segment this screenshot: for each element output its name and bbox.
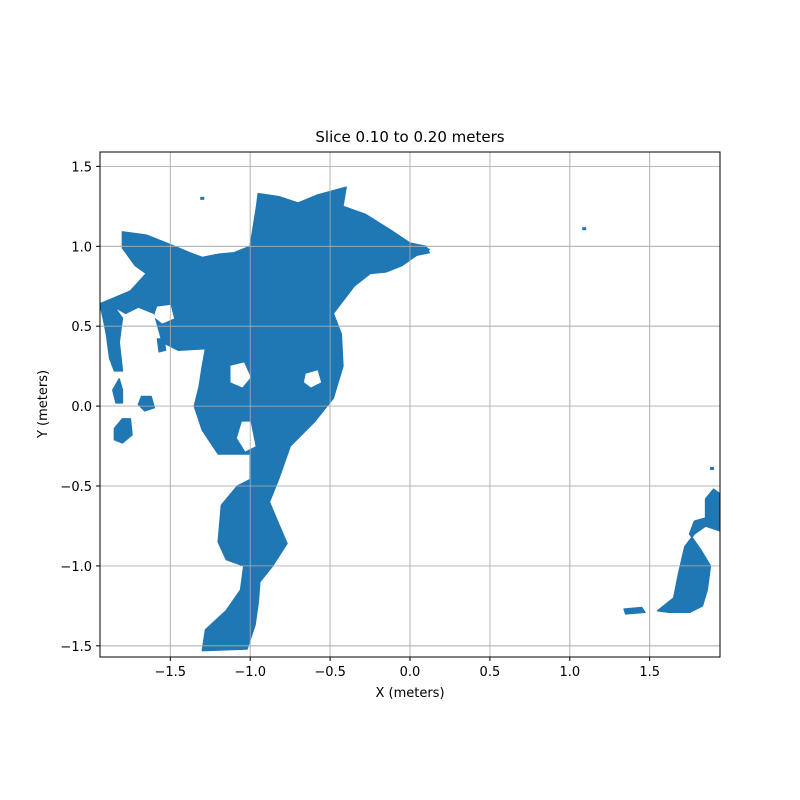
x-tick-label-4: 0.5 — [480, 665, 501, 680]
point-cloud-main-region — [100, 186, 430, 652]
x-tick-label-5: 1.0 — [559, 665, 580, 680]
isolated-point-3 — [710, 466, 715, 470]
y-tick-label-1: −1.0 — [60, 560, 92, 575]
x-axis-label: X (meters) — [375, 686, 444, 701]
y-tick-label-5: 1.0 — [71, 240, 92, 255]
point-cloud-small-blob-a — [137, 395, 156, 412]
y-tick-label-3: 0.0 — [71, 400, 92, 415]
isolated-point-2 — [267, 292, 272, 296]
point-cloud-left-blob-lower — [113, 418, 133, 444]
y-tick-label-2: −0.5 — [60, 480, 92, 495]
y-tick-label-4: 0.5 — [71, 320, 92, 335]
point-cloud-left-blob-upper — [112, 378, 124, 404]
x-tick-label-6: 1.5 — [639, 665, 660, 680]
x-tick-label-1: −1.0 — [234, 665, 266, 680]
y-tick-label-6: 1.5 — [71, 160, 92, 175]
point-cloud-gap-hole-left-upper — [153, 304, 175, 324]
y-tick-label-0: −1.5 — [60, 640, 92, 655]
point-cloud-gap-hole-center — [230, 362, 251, 388]
chart-title: Slice 0.10 to 0.20 meters — [315, 128, 504, 146]
grid-lines-overlay — [100, 152, 720, 657]
isolated-point-1 — [582, 227, 587, 231]
x-tick-label-2: −0.5 — [314, 665, 346, 680]
point-cloud-small-blob-b — [156, 338, 167, 353]
point-cloud-gap-hole-right-main — [303, 370, 322, 388]
x-tick-label-3: 0.0 — [400, 665, 421, 680]
x-tick-label-0: −1.5 — [155, 665, 187, 680]
point-cloud-right-small-fragment — [623, 606, 646, 615]
isolated-point-0 — [200, 196, 205, 200]
axis-ticks: −1.5 −1.0 −0.5 0.0 0.5 1.0 1.5 −1.5 −1.0 −0.5 0.0 0… — [60, 160, 660, 680]
y-axis-label: Y (meters) — [36, 370, 51, 439]
point-cloud-right-main-region — [656, 488, 720, 614]
